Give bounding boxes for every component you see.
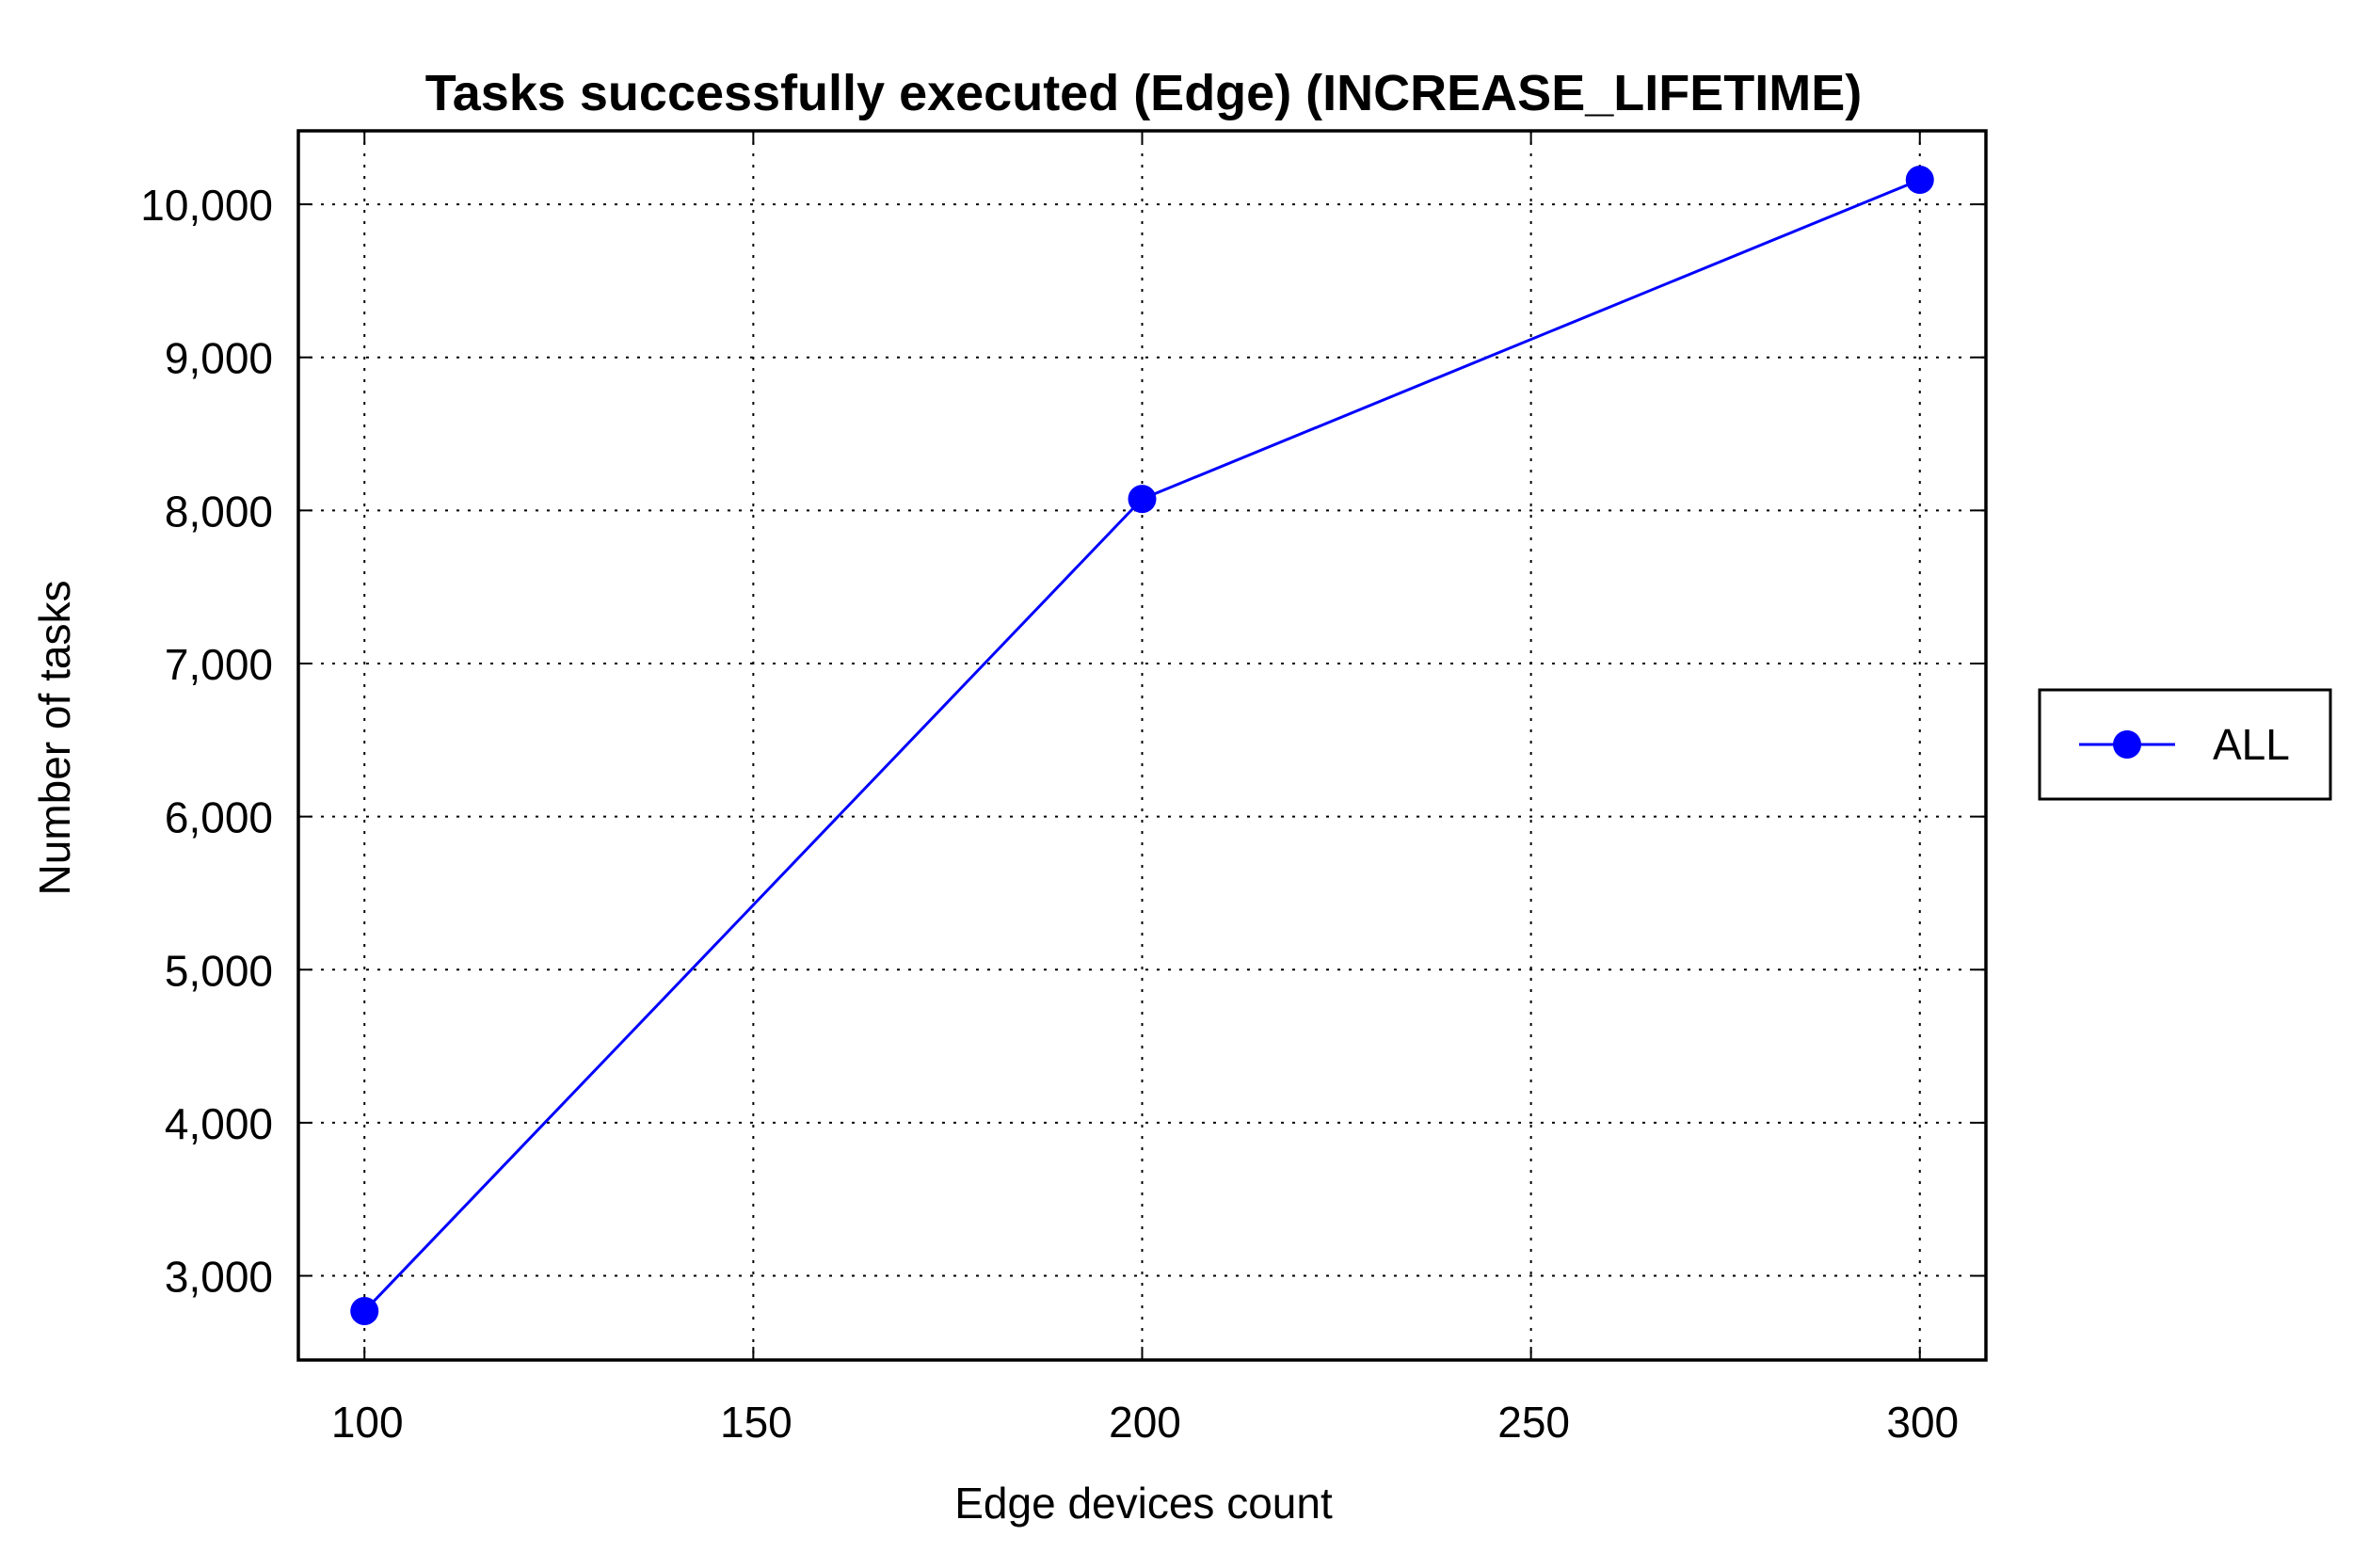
y-tick-label: 8,000	[165, 487, 273, 536]
x-tick-labels: 100 150 200 250 300	[331, 1398, 1959, 1447]
plot-frame	[296, 129, 1988, 1362]
x-tick-label: 200	[1109, 1398, 1181, 1447]
y-tick-label: 9,000	[165, 334, 273, 383]
y-tick-label: 10,000	[140, 181, 273, 230]
y-tick-label: 7,000	[165, 640, 273, 689]
legend-marker	[2113, 730, 2141, 759]
series-layer	[350, 166, 1934, 1325]
y-tick-label: 3,000	[165, 1253, 273, 1302]
series-line	[363, 178, 1921, 1312]
x-tick-label: 300	[1886, 1398, 1959, 1447]
chart-title: Tasks successfully executed (Edge) (INCR…	[425, 65, 1862, 121]
x-tick-label: 150	[720, 1398, 792, 1447]
y-tick-label: 5,000	[165, 946, 273, 995]
x-axis-label: Edge devices count	[954, 1479, 1333, 1528]
legend-label: ALL	[2213, 720, 2290, 769]
y-axis-label: Number of tasks	[30, 581, 79, 896]
x-tick-label: 100	[331, 1398, 404, 1447]
y-tick-labels: 3,000 4,000 5,000 6,000 7,000 8,000 9,000 10,00…	[140, 181, 273, 1301]
tick-layer	[298, 131, 1986, 1360]
data-point	[350, 1296, 379, 1325]
data-point	[1905, 166, 1934, 195]
legend: ALL	[2038, 688, 2332, 801]
grid-layer	[298, 131, 1986, 1360]
x-tick-label: 250	[1497, 1398, 1570, 1447]
data-point	[1128, 485, 1157, 514]
y-tick-label: 6,000	[165, 793, 273, 842]
y-tick-label: 4,000	[165, 1099, 273, 1148]
